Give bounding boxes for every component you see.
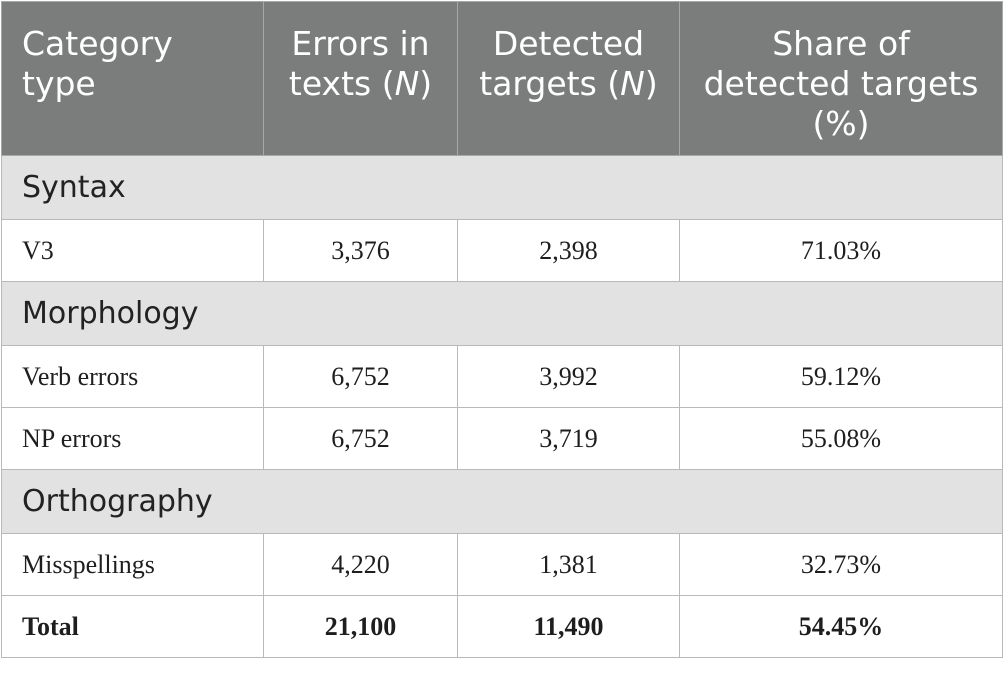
row-label: Misspellings bbox=[1, 533, 264, 596]
share-cell: 71.03% bbox=[679, 219, 1003, 282]
errors-cell: 6,752 bbox=[263, 407, 458, 470]
section-title: Morphology bbox=[1, 281, 1003, 346]
total-detected-cell: 11,490 bbox=[457, 595, 680, 658]
section-row-orthography: Orthography bbox=[1, 469, 1003, 534]
share-cell: 59.12% bbox=[679, 345, 1003, 408]
error-detection-table: Category type Errors in texts (N) Detect… bbox=[1, 1, 1003, 658]
total-row: Total 21,100 11,490 54.45% bbox=[1, 595, 1003, 658]
table-row: NP errors 6,752 3,719 55.08% bbox=[1, 407, 1003, 470]
header-row: Category type Errors in texts (N) Detect… bbox=[1, 1, 1003, 156]
table-row: Verb errors 6,752 3,992 59.12% bbox=[1, 345, 1003, 408]
errors-cell: 6,752 bbox=[263, 345, 458, 408]
errors-cell: 3,376 bbox=[263, 219, 458, 282]
detected-cell: 3,719 bbox=[457, 407, 680, 470]
row-label: NP errors bbox=[1, 407, 264, 470]
share-cell: 32.73% bbox=[679, 533, 1003, 596]
total-label: Total bbox=[1, 595, 264, 658]
header-share-of-detected-targets: Share of detected targets (%) bbox=[679, 1, 1003, 156]
total-share-cell: 54.45% bbox=[679, 595, 1003, 658]
detected-cell: 2,398 bbox=[457, 219, 680, 282]
row-label: V3 bbox=[1, 219, 264, 282]
section-title: Syntax bbox=[1, 155, 1003, 220]
total-errors-cell: 21,100 bbox=[263, 595, 458, 658]
header-detected-targets: Detected targets (N) bbox=[457, 1, 680, 156]
table-row: Misspellings 4,220 1,381 32.73% bbox=[1, 533, 1003, 596]
detected-cell: 1,381 bbox=[457, 533, 680, 596]
share-cell: 55.08% bbox=[679, 407, 1003, 470]
detected-cell: 3,992 bbox=[457, 345, 680, 408]
section-title: Orthography bbox=[1, 469, 1003, 534]
section-row-morphology: Morphology bbox=[1, 281, 1003, 346]
section-row-syntax: Syntax bbox=[1, 155, 1003, 220]
row-label: Verb errors bbox=[1, 345, 264, 408]
header-category-type: Category type bbox=[1, 1, 264, 156]
errors-cell: 4,220 bbox=[263, 533, 458, 596]
table-row: V3 3,376 2,398 71.03% bbox=[1, 219, 1003, 282]
header-errors-in-texts: Errors in texts (N) bbox=[263, 1, 458, 156]
